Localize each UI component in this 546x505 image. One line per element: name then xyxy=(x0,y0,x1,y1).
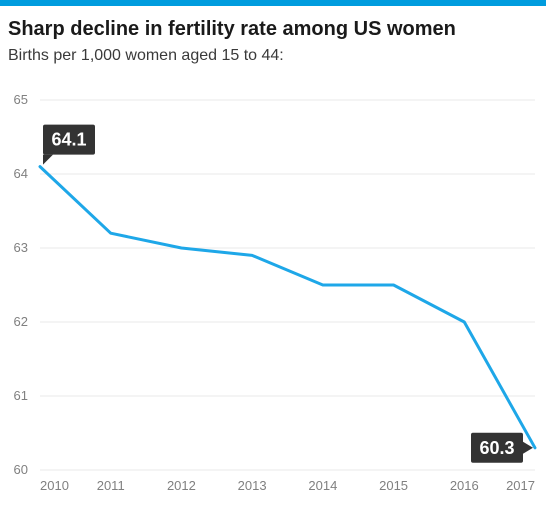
x-tick-label: 2015 xyxy=(379,478,408,493)
callout-label: 64.1 xyxy=(51,130,86,150)
callout-label: 60.3 xyxy=(479,438,514,458)
chart-subtitle: Births per 1,000 women aged 15 to 44: xyxy=(8,47,546,65)
chart-container: Sharp decline in fertility rate among US… xyxy=(0,0,546,505)
data-line xyxy=(40,167,535,448)
y-tick-label: 63 xyxy=(14,240,28,255)
x-tick-label: 2011 xyxy=(97,478,125,493)
x-tick-label: 2017 xyxy=(506,478,535,493)
y-tick-label: 65 xyxy=(14,92,28,107)
x-tick-label: 2016 xyxy=(450,478,479,493)
x-tick-label: 2014 xyxy=(308,478,337,493)
accent-bar xyxy=(0,0,546,6)
chart-plot-area: 60 61 62 63 64 65 2010 2011 2012 2013 2014 2015 2016… xyxy=(0,90,546,505)
y-tick-label: 60 xyxy=(14,462,28,477)
x-tick-label: 2013 xyxy=(238,478,267,493)
x-tick-label: 2012 xyxy=(167,478,196,493)
chart-title: Sharp decline in fertility rate among US… xyxy=(8,18,546,41)
y-tick-label: 64 xyxy=(14,166,28,181)
y-tick-label: 61 xyxy=(14,388,28,403)
callout-tail xyxy=(43,155,53,165)
chart-svg: 60 61 62 63 64 65 2010 2011 2012 2013 2014 2015 2016… xyxy=(0,90,546,505)
y-tick-label: 62 xyxy=(14,314,28,329)
x-tick-label: 2010 xyxy=(40,478,69,493)
